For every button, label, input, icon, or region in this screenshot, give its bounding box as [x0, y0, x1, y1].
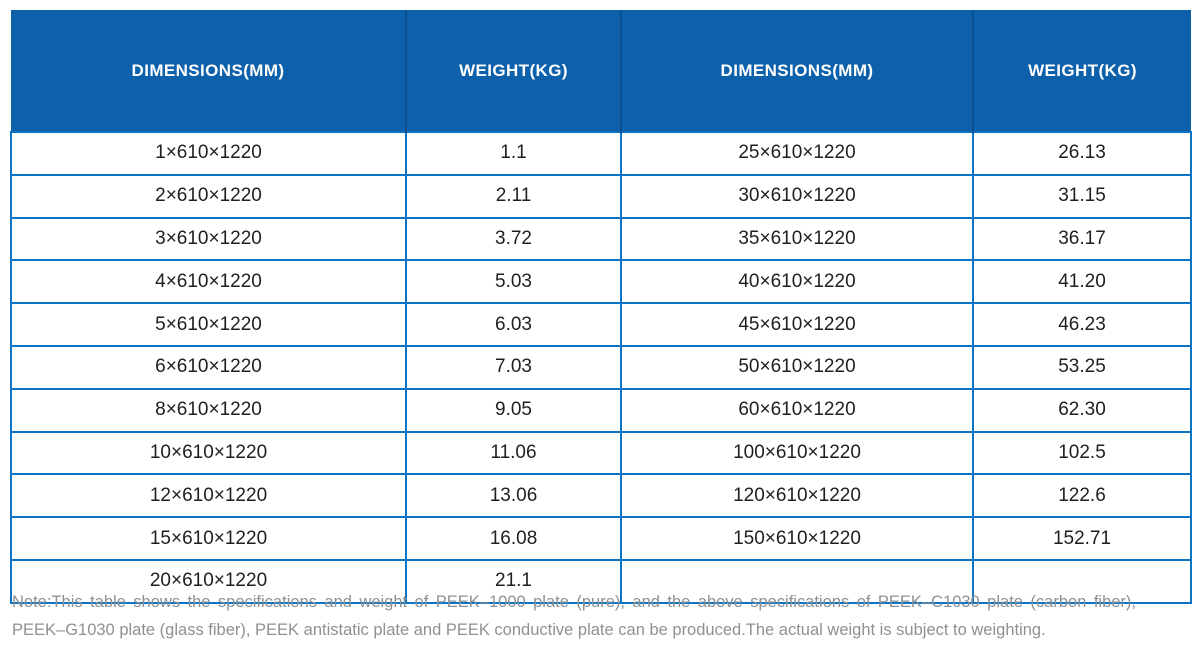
- weight-cell: 26.13: [972, 131, 1192, 176]
- table-row: 2×610×1220 2.11 30×610×1220 31.15: [10, 173, 1192, 219]
- weight-cell: 1.1: [405, 131, 622, 176]
- weight-cell: 13.06: [405, 473, 622, 519]
- dimensions-cell: 5×610×1220: [10, 302, 407, 347]
- weight-cell: 3.72: [405, 216, 622, 262]
- weight-cell: 5.03: [405, 259, 622, 305]
- weight-cell: 102.5: [972, 430, 1192, 476]
- dimensions-cell: 4×610×1220: [10, 259, 407, 305]
- column-header-dimensions-2: DIMENSIONS(MM): [620, 10, 973, 132]
- dimensions-cell: 30×610×1220: [620, 173, 974, 219]
- table-row: 3×610×1220 3.72 35×610×1220 36.17: [10, 216, 1192, 262]
- weight-cell: 53.25: [972, 344, 1192, 390]
- table-row: 1×610×1220 1.1 25×610×1220 26.13: [10, 131, 1192, 176]
- dimensions-cell: 45×610×1220: [620, 302, 974, 347]
- note-line-2: PEEK–G1030 plate (glass fiber), PEEK ant…: [12, 621, 1046, 639]
- weight-cell: 6.03: [405, 302, 622, 347]
- dimensions-cell: 12×610×1220: [10, 473, 407, 519]
- table-row: 6×610×1220 7.03 50×610×1220 53.25: [10, 344, 1192, 390]
- dimensions-cell: 2×610×1220: [10, 173, 407, 219]
- dimensions-cell: 8×610×1220: [10, 387, 407, 433]
- spec-table: DIMENSIONS(MM) WEIGHT(KG) DIMENSIONS(MM)…: [10, 10, 1192, 604]
- dimensions-cell: 6×610×1220: [10, 344, 407, 390]
- dimensions-cell: 20×610×1220: [10, 558, 407, 604]
- table-row: 5×610×1220 6.03 45×610×1220 46.23: [10, 302, 1192, 347]
- note-line-1: Note:This table shows the specifications…: [12, 593, 1136, 611]
- weight-cell: 9.05: [405, 387, 622, 433]
- weight-cell: 16.08: [405, 516, 622, 561]
- dimensions-cell: 100×610×1220: [620, 430, 974, 476]
- table-row: 20×610×1220 21.1: [10, 558, 1192, 604]
- table-row: 15×610×1220 16.08 150×610×1220 152.71: [10, 516, 1192, 561]
- weight-cell: 7.03: [405, 344, 622, 390]
- table-row: 10×610×1220 11.06 100×610×1220 102.5: [10, 430, 1192, 476]
- dimensions-cell: 1×610×1220: [10, 131, 407, 176]
- dimensions-cell: 15×610×1220: [10, 516, 407, 561]
- table-row: 8×610×1220 9.05 60×610×1220 62.30: [10, 387, 1192, 433]
- dimensions-cell: 25×610×1220: [620, 131, 974, 176]
- weight-cell: [972, 558, 1192, 604]
- weight-cell: 152.71: [972, 516, 1192, 561]
- weight-cell: 41.20: [972, 259, 1192, 305]
- dimensions-cell: [620, 558, 974, 604]
- dimensions-cell: 3×610×1220: [10, 216, 407, 262]
- dimensions-cell: 35×610×1220: [620, 216, 974, 262]
- table-header-row: DIMENSIONS(MM) WEIGHT(KG) DIMENSIONS(MM)…: [11, 10, 1191, 132]
- weight-cell: 62.30: [972, 387, 1192, 433]
- table-body: 1×610×1220 1.1 25×610×1220 26.13 2×610×1220 2…: [10, 131, 1192, 604]
- table-row: 12×610×1220 13.06 120×610×1220 122.6: [10, 473, 1192, 519]
- weight-cell: 21.1: [405, 558, 622, 604]
- note-text: Note:This table shows the specifications…: [12, 588, 1136, 644]
- dimensions-cell: 120×610×1220: [620, 473, 974, 519]
- weight-cell: 2.11: [405, 173, 622, 219]
- table-row: 4×610×1220 5.03 40×610×1220 41.20: [10, 259, 1192, 305]
- weight-cell: 122.6: [972, 473, 1192, 519]
- column-header-weight-2: WEIGHT(KG): [972, 10, 1191, 132]
- dimensions-cell: 10×610×1220: [10, 430, 407, 476]
- dimensions-cell: 60×610×1220: [620, 387, 974, 433]
- dimensions-cell: 50×610×1220: [620, 344, 974, 390]
- dimensions-cell: 40×610×1220: [620, 259, 974, 305]
- dimensions-cell: 150×610×1220: [620, 516, 974, 561]
- weight-cell: 36.17: [972, 216, 1192, 262]
- column-header-weight-1: WEIGHT(KG): [405, 10, 621, 132]
- weight-cell: 11.06: [405, 430, 622, 476]
- column-header-dimensions-1: DIMENSIONS(MM): [11, 10, 406, 132]
- weight-cell: 31.15: [972, 173, 1192, 219]
- weight-cell: 46.23: [972, 302, 1192, 347]
